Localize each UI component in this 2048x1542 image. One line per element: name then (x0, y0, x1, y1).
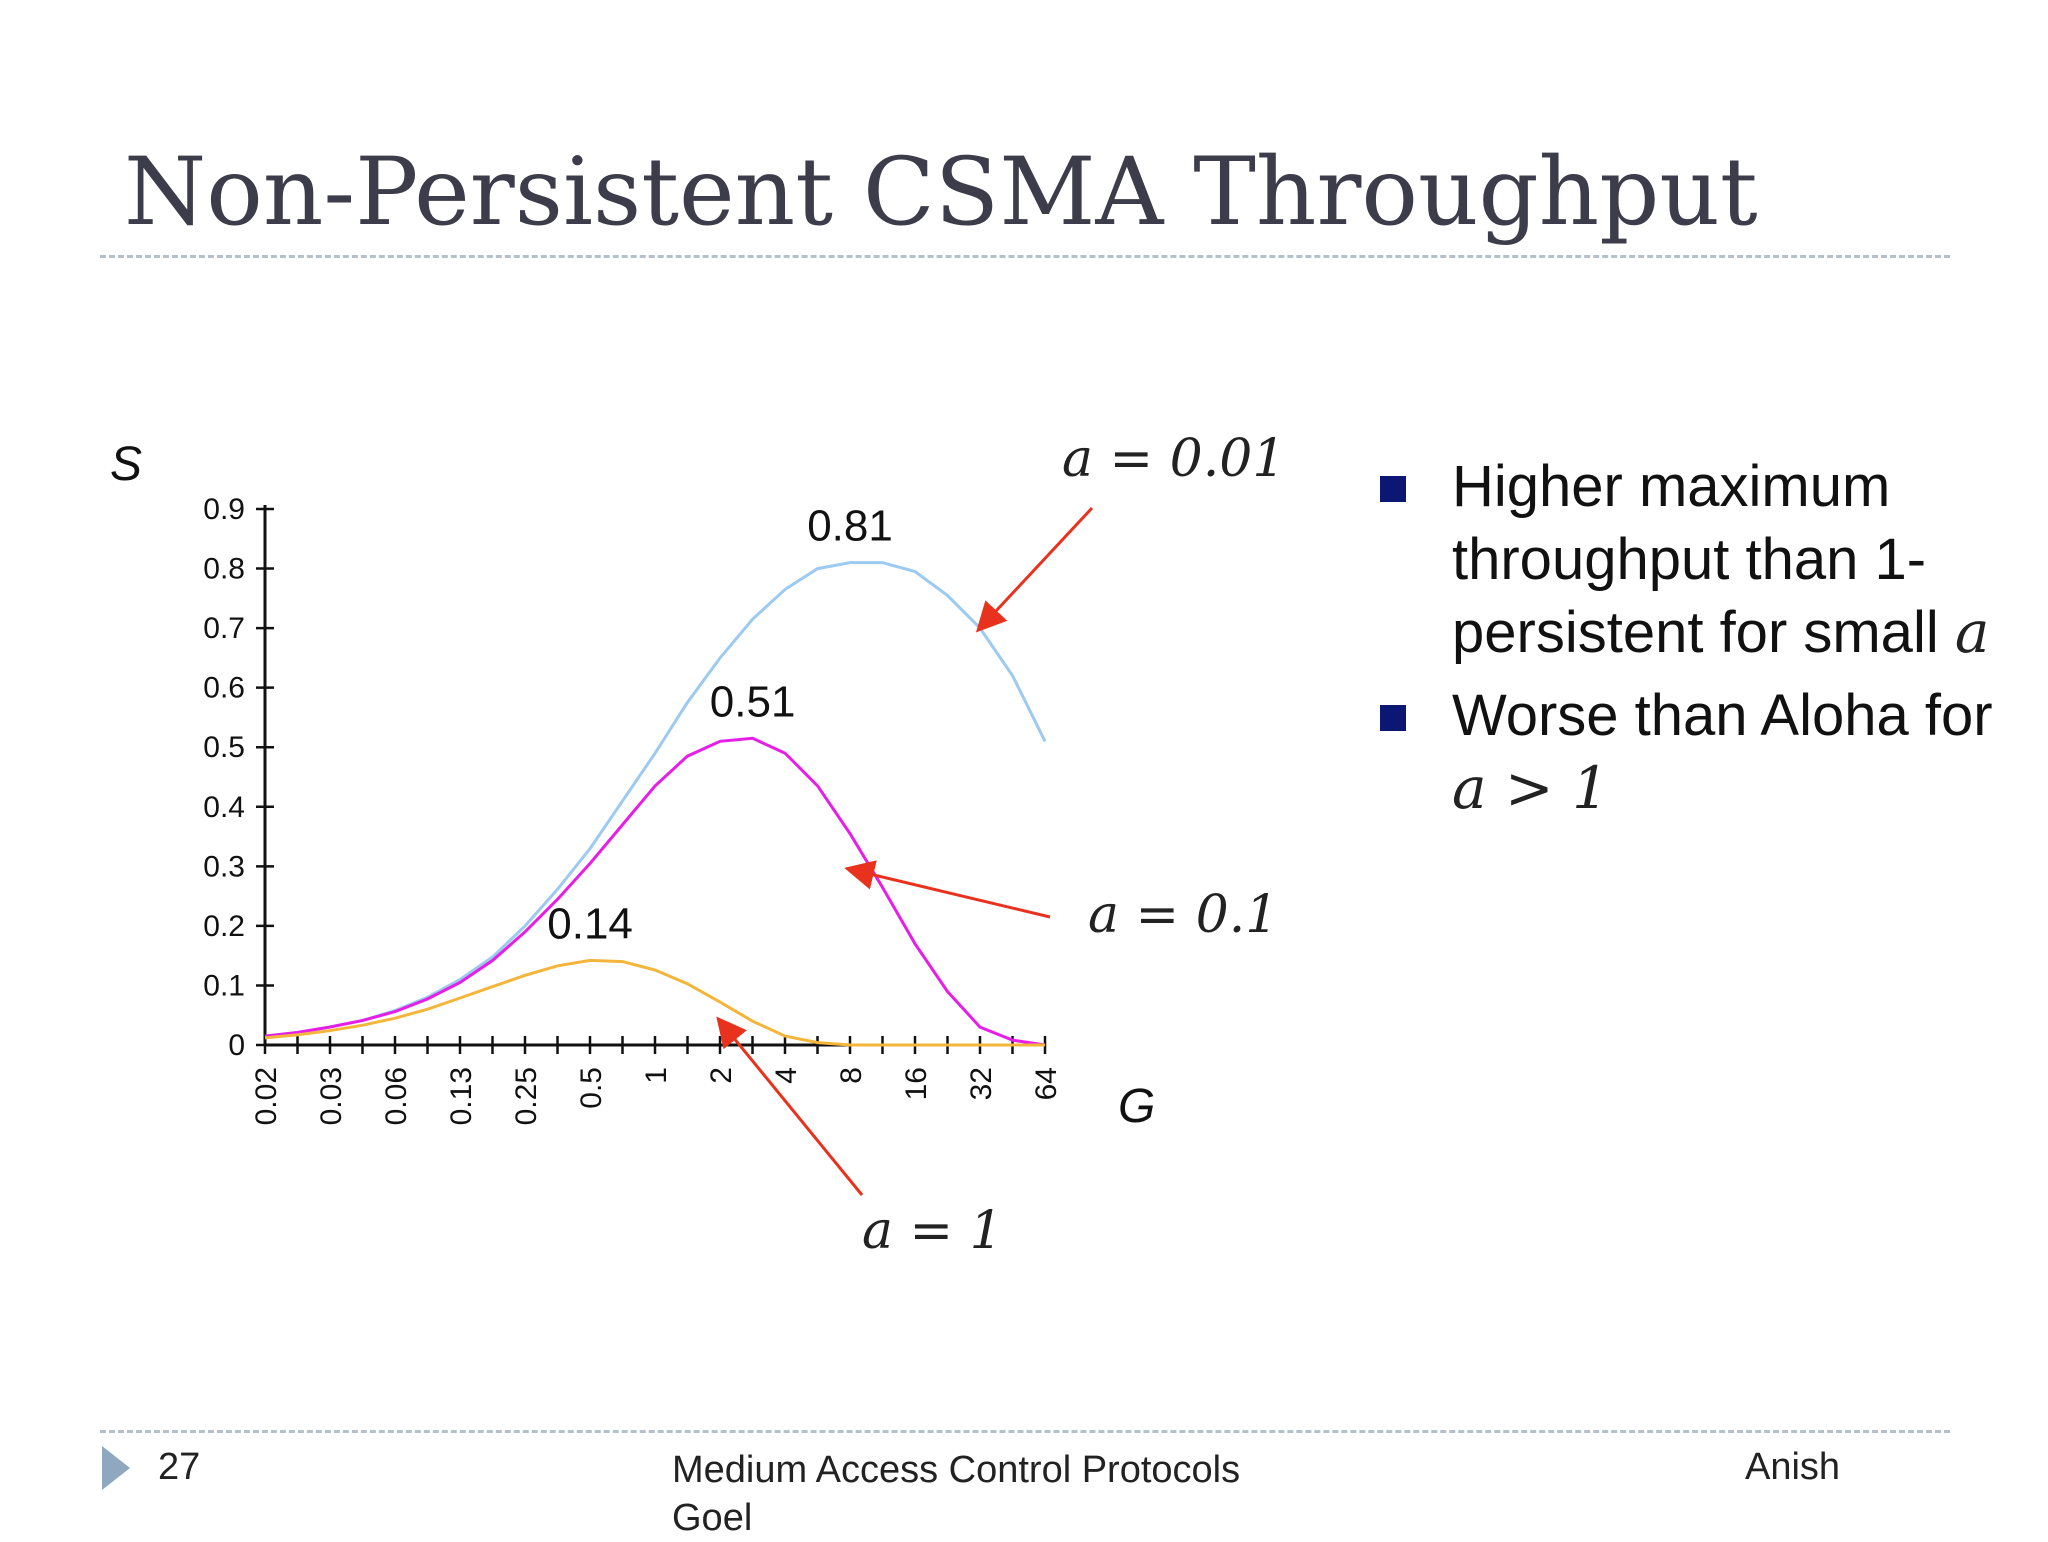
slide-title: Non-Persistent CSMA Throughput (124, 138, 1758, 247)
bullet-item: Worse than Aloha for a > 1 (1380, 679, 2020, 825)
y-tick-label: 0.2 (203, 910, 245, 943)
peak-label: 0.14 (547, 899, 633, 948)
bullet-variable: a > 1 (1452, 754, 1609, 822)
bullet-text: Higher maximum throughput than 1-persist… (1452, 454, 1939, 665)
bullet-variable: a (1954, 598, 1990, 666)
x-tick-label: 32 (965, 1067, 998, 1100)
y-tick-label: 0.3 (203, 850, 245, 883)
series-annotation-label: a = 1 (862, 1201, 1003, 1261)
y-axis-title: S (110, 438, 142, 491)
bullet-list: Higher maximum throughput than 1-persist… (1380, 450, 2020, 835)
x-tick-label: 64 (1030, 1067, 1063, 1100)
x-tick-label: 0.5 (575, 1067, 608, 1109)
footer-title-line1: Medium Access Control Protocols (672, 1449, 1241, 1491)
series-annotation-label: a = 0.01 (1062, 429, 1285, 489)
y-tick-label: 0.9 (203, 493, 245, 526)
peak-label: 0.51 (710, 677, 796, 726)
series-annotation-label: a = 0.1 (1088, 885, 1278, 945)
footer-author: Anish (1745, 1446, 1841, 1488)
x-tick-label: 8 (835, 1067, 868, 1084)
x-tick-label: 16 (900, 1067, 933, 1100)
x-tick-label: 0.03 (315, 1067, 348, 1125)
series-line (264, 958, 1045, 1047)
annotation-arrow (716, 1016, 864, 1196)
x-tick-label: 1 (640, 1067, 673, 1084)
y-tick-label: 0.6 (203, 672, 245, 705)
peak-label: 0.81 (807, 502, 893, 551)
square-bullet-icon (1380, 476, 1406, 502)
footer-divider (100, 1430, 1950, 1433)
y-tick-label: 0.5 (203, 731, 245, 764)
x-axis-title: G (1118, 1080, 1155, 1133)
annotation-arrow (844, 860, 1051, 919)
y-tick-label: 0.8 (203, 553, 245, 586)
footer-title-line2: Goel (672, 1497, 753, 1539)
footer-arrow-icon (102, 1446, 130, 1490)
square-bullet-icon (1380, 705, 1406, 731)
x-tick-label: 0.25 (510, 1067, 543, 1125)
footer-title: Medium Access Control Protocols Goel (672, 1446, 1240, 1542)
y-tick-label: 0.1 (203, 969, 245, 1002)
bullet-text: Worse than Aloha for (1452, 683, 1993, 748)
x-tick-label: 0.13 (445, 1067, 478, 1125)
x-tick-label: 2 (705, 1067, 738, 1084)
x-tick-label: 4 (770, 1067, 803, 1084)
x-tick-label: 0.06 (380, 1067, 413, 1125)
annotation-arrow (975, 506, 1094, 633)
x-tick-label: 0.02 (250, 1067, 283, 1125)
series-line (264, 736, 1046, 1047)
y-tick-label: 0.7 (203, 612, 245, 645)
bullet-item: Higher maximum throughput than 1-persist… (1380, 450, 2020, 669)
page-number: 27 (158, 1446, 201, 1488)
title-divider (100, 255, 1950, 258)
y-tick-label: 0 (228, 1029, 245, 1062)
y-tick-label: 0.4 (203, 791, 245, 824)
